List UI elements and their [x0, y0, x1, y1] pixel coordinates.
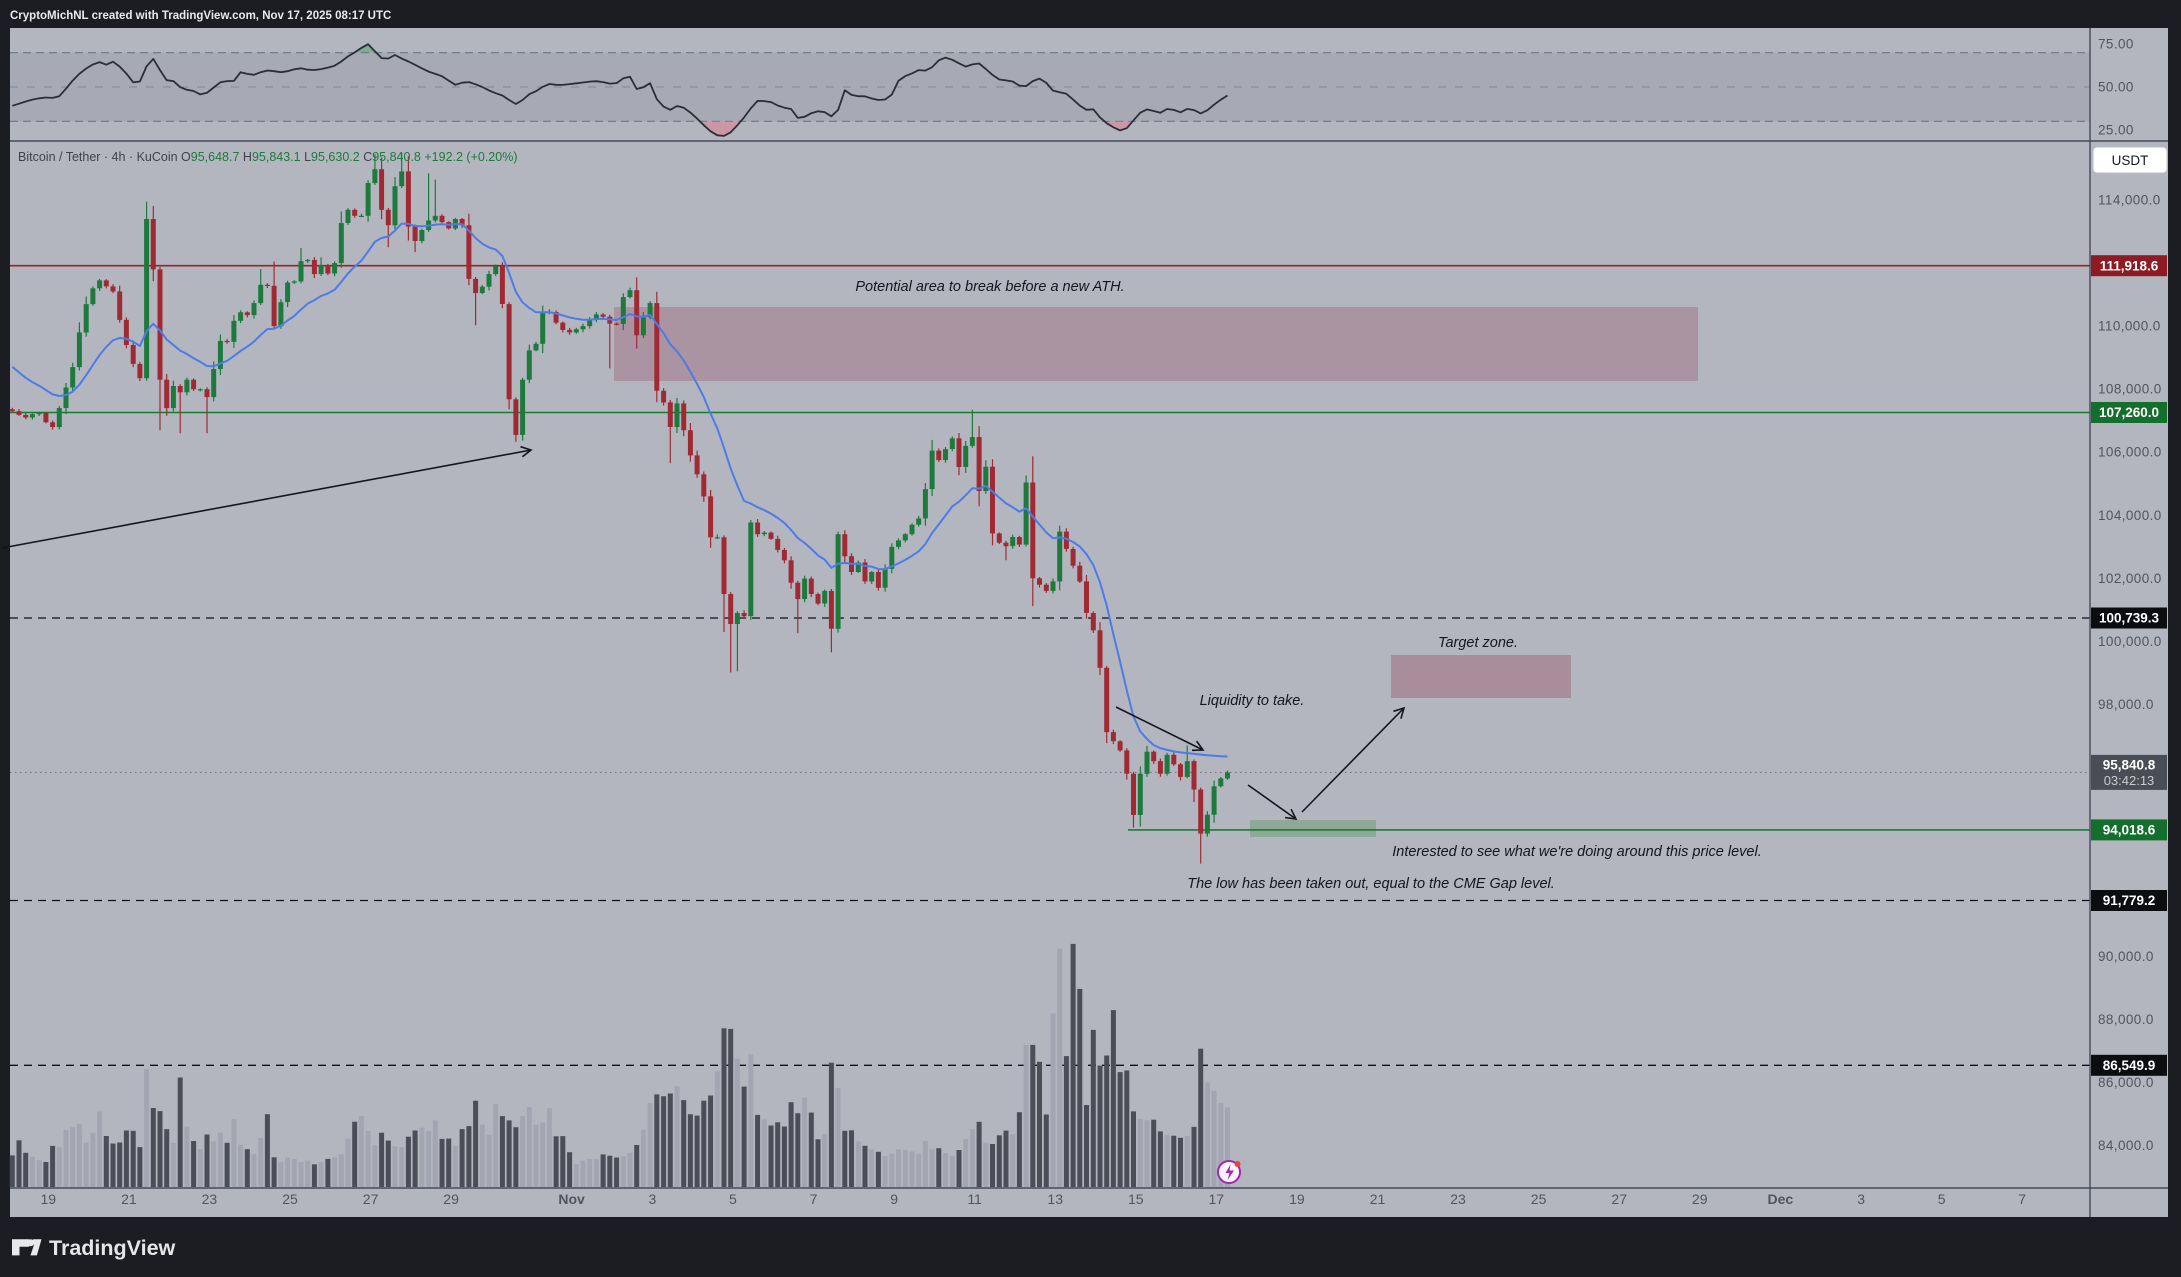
svg-text:CryptoMichNL created with Trad: CryptoMichNL created with TradingView.co…: [10, 10, 391, 22]
svg-text:98,000.0: 98,000.0: [2098, 697, 2154, 712]
svg-text:15: 15: [1128, 1191, 1144, 1207]
svg-text:The low has been taken out, eq: The low has been taken out, equal to the…: [1187, 876, 1555, 892]
svg-text:110,000.0: 110,000.0: [2098, 319, 2161, 334]
svg-text:Nov: Nov: [558, 1191, 585, 1207]
svg-text:Target zone.: Target zone.: [1438, 635, 1518, 651]
svg-text:84,000.0: 84,000.0: [2098, 1138, 2154, 1153]
svg-text:21: 21: [121, 1191, 137, 1207]
svg-text:03:42:13: 03:42:13: [2104, 773, 2155, 788]
svg-text:5: 5: [1938, 1191, 1946, 1207]
svg-text:25: 25: [282, 1191, 298, 1207]
svg-text:75.00: 75.00: [2098, 37, 2134, 52]
svg-text:104,000.0: 104,000.0: [2098, 508, 2162, 523]
svg-text:Interested to see what we're d: Interested to see what we're doing aroun…: [1392, 844, 1762, 860]
svg-text:95,840.8: 95,840.8: [2103, 757, 2156, 772]
svg-text:50.00: 50.00: [2098, 80, 2134, 95]
svg-text:94,018.6: 94,018.6: [2103, 823, 2156, 838]
svg-text:5: 5: [729, 1191, 737, 1207]
svg-text:21: 21: [1370, 1191, 1386, 1207]
svg-text:Liquidity to take.: Liquidity to take.: [1200, 693, 1305, 709]
svg-text:3: 3: [649, 1191, 657, 1207]
svg-text:7: 7: [2018, 1191, 2026, 1207]
svg-text:9: 9: [890, 1191, 898, 1207]
svg-text:19: 19: [1289, 1191, 1305, 1207]
svg-text:Dec: Dec: [1767, 1191, 1793, 1207]
svg-text:114,000.0: 114,000.0: [2098, 193, 2161, 208]
svg-text:17: 17: [1209, 1191, 1225, 1207]
svg-text:11: 11: [967, 1191, 982, 1207]
svg-text:102,000.0: 102,000.0: [2098, 571, 2162, 586]
svg-text:108,000.0: 108,000.0: [2098, 382, 2162, 397]
svg-text:100,739.3: 100,739.3: [2099, 611, 2160, 626]
svg-text:90,000.0: 90,000.0: [2098, 949, 2154, 964]
svg-text:13: 13: [1047, 1191, 1063, 1207]
svg-text:TradingView: TradingView: [49, 1236, 176, 1260]
svg-text:23: 23: [202, 1191, 218, 1207]
svg-text:29: 29: [443, 1191, 459, 1207]
svg-text:25: 25: [1531, 1191, 1547, 1207]
svg-text:86,549.9: 86,549.9: [2103, 1058, 2156, 1073]
svg-text:19: 19: [41, 1191, 57, 1207]
svg-text:23: 23: [1450, 1191, 1466, 1207]
svg-text:7: 7: [810, 1191, 818, 1207]
svg-text:86,000.0: 86,000.0: [2098, 1075, 2154, 1090]
svg-text:USDT: USDT: [2112, 153, 2149, 168]
svg-text:Bitcoin / Tether · 4h · KuCoin: Bitcoin / Tether · 4h · KuCoin O95,648.7…: [18, 150, 517, 164]
svg-text:111,918.6: 111,918.6: [2100, 258, 2159, 273]
svg-text:27: 27: [363, 1191, 379, 1207]
svg-text:91,779.2: 91,779.2: [2103, 893, 2156, 908]
svg-text:107,260.0: 107,260.0: [2099, 405, 2159, 420]
svg-text:Potential area to break before: Potential area to break before a new ATH…: [855, 279, 1124, 295]
svg-text:100,000.0: 100,000.0: [2098, 634, 2162, 649]
svg-text:25.00: 25.00: [2098, 123, 2134, 138]
svg-text:88,000.0: 88,000.0: [2098, 1012, 2154, 1027]
svg-text:3: 3: [1857, 1191, 1865, 1207]
svg-text:27: 27: [1611, 1191, 1627, 1207]
svg-text:29: 29: [1692, 1191, 1708, 1207]
svg-text:106,000.0: 106,000.0: [2098, 445, 2162, 460]
